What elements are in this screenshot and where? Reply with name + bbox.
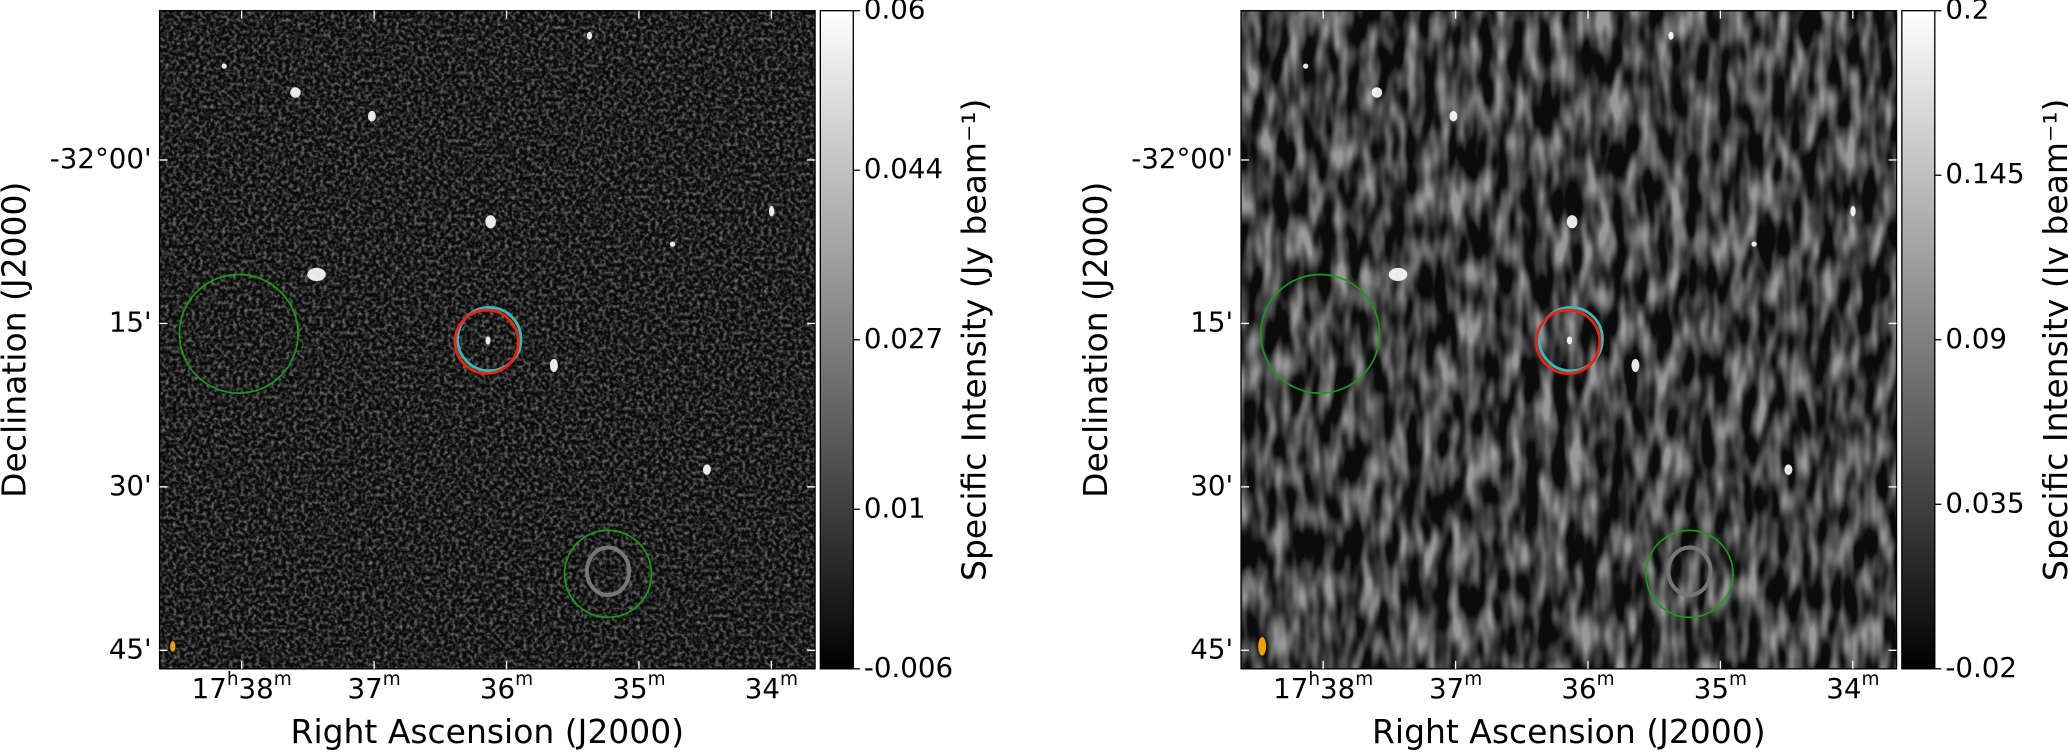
region: [1537, 305, 1604, 373]
ring: [584, 545, 632, 597]
y-tick-label: 30': [1190, 469, 1233, 502]
source: [221, 63, 227, 69]
y-tick-label: -32°00': [50, 142, 152, 175]
y-tick-label: -32°00': [1131, 142, 1233, 175]
y-tick-label: 15': [1190, 305, 1233, 338]
x-tick-label: 17h38m: [192, 668, 292, 705]
source: [1566, 215, 1578, 229]
region: [563, 529, 653, 619]
x-tick-label: 35m: [1694, 668, 1747, 705]
y-tick-label: 30': [109, 469, 152, 502]
source: [1850, 205, 1856, 217]
colorbar-tick-label: -0.006: [864, 651, 953, 684]
x-tick-label: 37m: [347, 668, 400, 705]
y-axis-label: Declination (J2000): [0, 182, 33, 498]
region: [453, 308, 520, 375]
source: [290, 87, 301, 98]
x-tick-label: 17h38m: [1273, 668, 1373, 705]
colorbar-label: Specific Intensity (Jy beam⁻¹): [954, 99, 993, 581]
y-tick-label: 45': [1190, 632, 1233, 665]
image-overlays: [1258, 31, 1856, 656]
source: [549, 358, 558, 373]
source: [669, 241, 676, 247]
y-tick-label: 45': [109, 632, 152, 665]
colorbar: [819, 10, 854, 670]
region: [178, 273, 299, 395]
source: [307, 267, 326, 282]
region: [1259, 273, 1381, 395]
x-tick-label: 36m: [480, 668, 533, 705]
source: [1566, 336, 1573, 345]
colorbar-tick-label: 0.027: [864, 322, 943, 355]
x-tick-label: 36m: [1561, 668, 1614, 705]
region: [1645, 529, 1734, 619]
source: [485, 215, 496, 229]
frame: [1240, 10, 1898, 670]
colorbar-tick-label: 0.06: [864, 0, 926, 26]
beam: [170, 641, 176, 652]
colorbar-label: Specific Intensity (Jy beam⁻¹): [2036, 99, 2068, 581]
source: [1449, 110, 1458, 122]
source: [1784, 464, 1793, 475]
colorbar-tick-label: 0.2: [1945, 0, 1989, 26]
image-overlays: [170, 31, 775, 652]
source: [1371, 87, 1383, 98]
colorbar-tick-label: 0.145: [1945, 157, 2024, 190]
ring: [1666, 545, 1713, 597]
y-tick-label: 15': [109, 305, 152, 338]
x-tick-label: 35m: [612, 668, 665, 705]
source: [485, 336, 491, 345]
x-tick-label: 34m: [1826, 668, 1879, 705]
frame: [158, 10, 816, 670]
source: [1631, 358, 1640, 373]
source: [586, 31, 593, 40]
colorbar-tick-label: 0.01: [864, 491, 926, 524]
source: [1303, 63, 1309, 69]
x-axis-label: Right Ascension (J2000): [291, 712, 685, 751]
beam: [1258, 637, 1267, 656]
colorbar: [1901, 10, 1936, 670]
colorbar-tick-label: 0.044: [864, 152, 943, 185]
colorbar-tick-label: 0.09: [1945, 322, 2007, 355]
x-tick-label: 34m: [745, 668, 798, 705]
source: [367, 110, 376, 122]
source: [768, 205, 775, 217]
colorbar-tick-label: -0.02: [1945, 651, 2017, 684]
source: [1668, 31, 1674, 40]
region: [1535, 308, 1602, 375]
x-axis-label: Right Ascension (J2000): [1372, 712, 1766, 751]
colorbar-tick-label: 0.035: [1945, 486, 2024, 519]
source: [1388, 267, 1408, 282]
source: [1751, 241, 1757, 247]
source: [702, 464, 711, 475]
x-tick-label: 37m: [1429, 668, 1482, 705]
y-axis-label: Declination (J2000): [1076, 182, 1115, 498]
region: [456, 305, 523, 373]
